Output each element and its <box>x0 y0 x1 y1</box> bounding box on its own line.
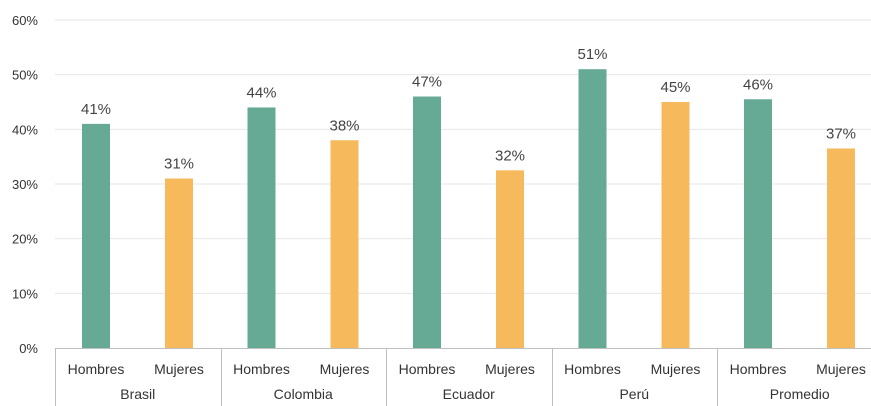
y-tick-label: 60% <box>12 13 38 28</box>
x-subcategory-label: Mujeres <box>485 361 535 377</box>
data-label-ecuador-hombres: 47% <box>412 74 442 91</box>
x-subcategory-label: Hombres <box>233 361 290 377</box>
data-labels: 41% 31% 44% 38% 47% 32% 51% 45% 46% 37% <box>81 46 856 172</box>
x-group-label: Ecuador <box>443 386 495 402</box>
x-subcategory-label: Mujeres <box>651 361 701 377</box>
x-subcategory-label: Hombres <box>68 361 125 377</box>
data-label-colombia-mujeres: 38% <box>329 117 359 134</box>
data-label-promedio-hombres: 46% <box>743 76 773 93</box>
y-tick-label: 10% <box>12 286 38 301</box>
y-tick-label: 40% <box>12 122 38 137</box>
x-axis: Hombres Mujeres Brasil Hombres Mujeres Colomb… <box>55 348 871 406</box>
data-label-brasil-hombres: 41% <box>81 101 111 118</box>
y-tick-label: 0% <box>19 341 38 356</box>
x-subcategory-label: Mujeres <box>154 361 204 377</box>
data-label-colombia-hombres: 44% <box>246 84 276 101</box>
x-group-label: Brasil <box>120 386 155 402</box>
data-label-brasil-mujeres: 31% <box>164 156 194 173</box>
y-tick-label: 30% <box>12 177 38 192</box>
x-subcategory-label: Mujeres <box>320 361 370 377</box>
bar-promedio-hombres <box>744 99 772 349</box>
x-subcategory-label: Mujeres <box>816 361 866 377</box>
bar-brasil-mujeres <box>165 178 193 348</box>
x-subcategory-label: Hombres <box>399 361 456 377</box>
x-group-label: Promedio <box>770 386 830 402</box>
data-label-promedio-mujeres: 37% <box>826 125 856 142</box>
bar-ecuador-hombres <box>413 96 441 349</box>
data-label-peru-mujeres: 45% <box>660 79 690 96</box>
y-axis: 0% 10% 20% 30% 40% 50% 60% <box>12 13 38 356</box>
bar-promedio-mujeres <box>827 148 855 348</box>
bar-ecuador-mujeres <box>496 170 524 348</box>
y-tick-label: 20% <box>12 232 38 247</box>
bar-brasil-hombres <box>82 123 110 348</box>
data-label-peru-hombres: 51% <box>577 46 607 63</box>
x-subcategory-label: Hombres <box>730 361 787 377</box>
x-subcategory-label: Hombres <box>564 361 621 377</box>
y-tick-label: 50% <box>12 68 38 83</box>
bar-peru-mujeres <box>661 102 690 348</box>
bars <box>82 69 855 349</box>
data-label-ecuador-mujeres: 32% <box>495 147 525 164</box>
bar-peru-hombres <box>578 69 607 348</box>
x-group-label: Perú <box>619 386 649 402</box>
x-group-label: Colombia <box>274 386 333 402</box>
bar-colombia-mujeres <box>330 140 359 348</box>
bar-colombia-hombres <box>247 107 276 348</box>
